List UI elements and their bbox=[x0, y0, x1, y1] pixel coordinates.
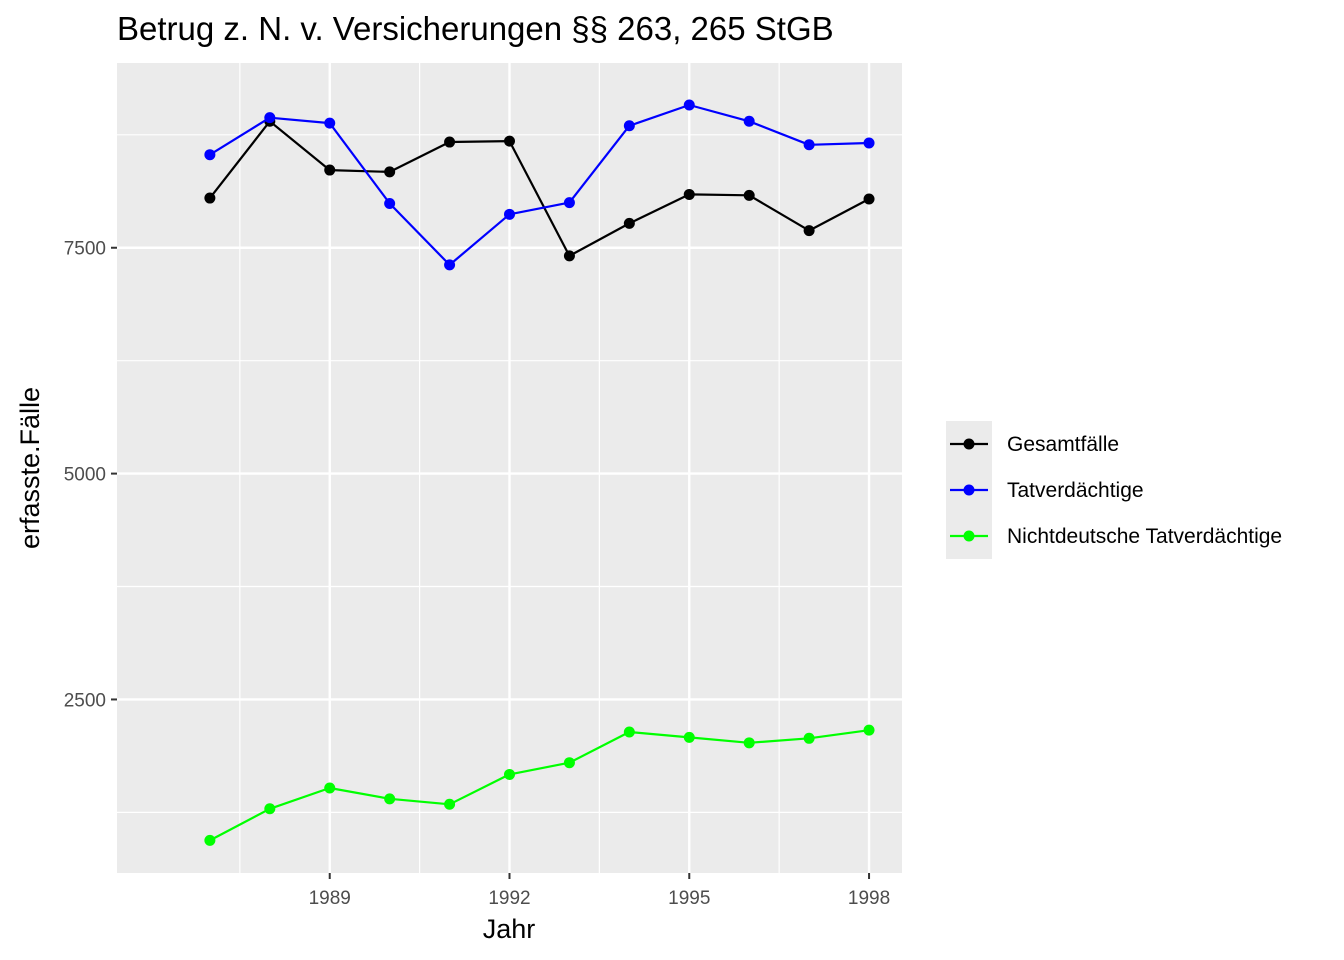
data-point bbox=[563, 250, 575, 262]
data-point bbox=[803, 225, 815, 237]
series-group bbox=[204, 724, 875, 846]
data-point bbox=[623, 217, 635, 229]
x-tick-label: 1992 bbox=[488, 888, 530, 909]
legend-label: Nichtdeutsche Tatverdächtige bbox=[1007, 525, 1282, 548]
data-point bbox=[264, 803, 276, 815]
legend-label: Tatverdächtige bbox=[1007, 479, 1144, 502]
y-tick-label: 7500 bbox=[64, 239, 106, 260]
y-axis: 2500 5000 7500 bbox=[64, 239, 117, 711]
data-point bbox=[204, 192, 216, 204]
data-point bbox=[444, 136, 456, 148]
legend: Gesamtfälle Tatverdächtige Nichtdeutsche T… bbox=[946, 421, 1282, 559]
x-tick-label: 1989 bbox=[309, 888, 351, 909]
data-point bbox=[563, 197, 575, 209]
series-layer bbox=[204, 99, 875, 846]
data-point bbox=[743, 115, 755, 127]
series-group bbox=[204, 99, 875, 271]
data-point bbox=[204, 834, 216, 846]
legend-key-point bbox=[963, 484, 975, 496]
data-point bbox=[683, 99, 695, 111]
data-point bbox=[504, 208, 515, 220]
data-point bbox=[743, 737, 755, 749]
data-point bbox=[623, 726, 635, 738]
data-point bbox=[324, 164, 336, 176]
series-line bbox=[209, 729, 870, 842]
x-tick-label: 1998 bbox=[848, 888, 890, 909]
data-point bbox=[803, 139, 815, 151]
series-line bbox=[209, 103, 870, 266]
data-point bbox=[504, 135, 515, 147]
data-point bbox=[444, 798, 456, 810]
data-point bbox=[384, 197, 396, 209]
data-point bbox=[743, 189, 755, 201]
data-point bbox=[683, 188, 695, 200]
data-point bbox=[563, 757, 575, 769]
x-tick-label: 1995 bbox=[668, 888, 710, 909]
y-axis-title: erfasste.Fälle bbox=[15, 387, 45, 549]
x-axis: 1989 1992 1995 1998 bbox=[309, 873, 890, 909]
data-point bbox=[803, 732, 815, 744]
legend-label: Gesamtfälle bbox=[1007, 433, 1119, 456]
x-axis-title: Jahr bbox=[483, 914, 536, 944]
data-point bbox=[384, 166, 396, 178]
data-point bbox=[863, 724, 875, 736]
chart-title: Betrug z. N. v. Versicherungen §§ 263, 2… bbox=[117, 10, 834, 47]
y-tick-label: 5000 bbox=[64, 465, 106, 486]
series-line bbox=[209, 120, 870, 257]
y-tick-label: 2500 bbox=[64, 690, 106, 711]
data-point bbox=[683, 731, 695, 743]
data-point bbox=[324, 782, 336, 794]
data-point bbox=[504, 768, 515, 780]
legend-key-point bbox=[963, 438, 975, 450]
data-point bbox=[264, 112, 276, 124]
data-point bbox=[623, 120, 635, 132]
series-group bbox=[204, 115, 875, 262]
data-point bbox=[204, 149, 216, 161]
major-gridlines bbox=[117, 63, 902, 873]
data-point bbox=[324, 117, 336, 129]
data-point bbox=[384, 793, 396, 805]
data-point bbox=[863, 137, 875, 149]
data-point bbox=[863, 193, 875, 205]
data-point bbox=[444, 259, 456, 271]
legend-key-point bbox=[963, 530, 975, 542]
